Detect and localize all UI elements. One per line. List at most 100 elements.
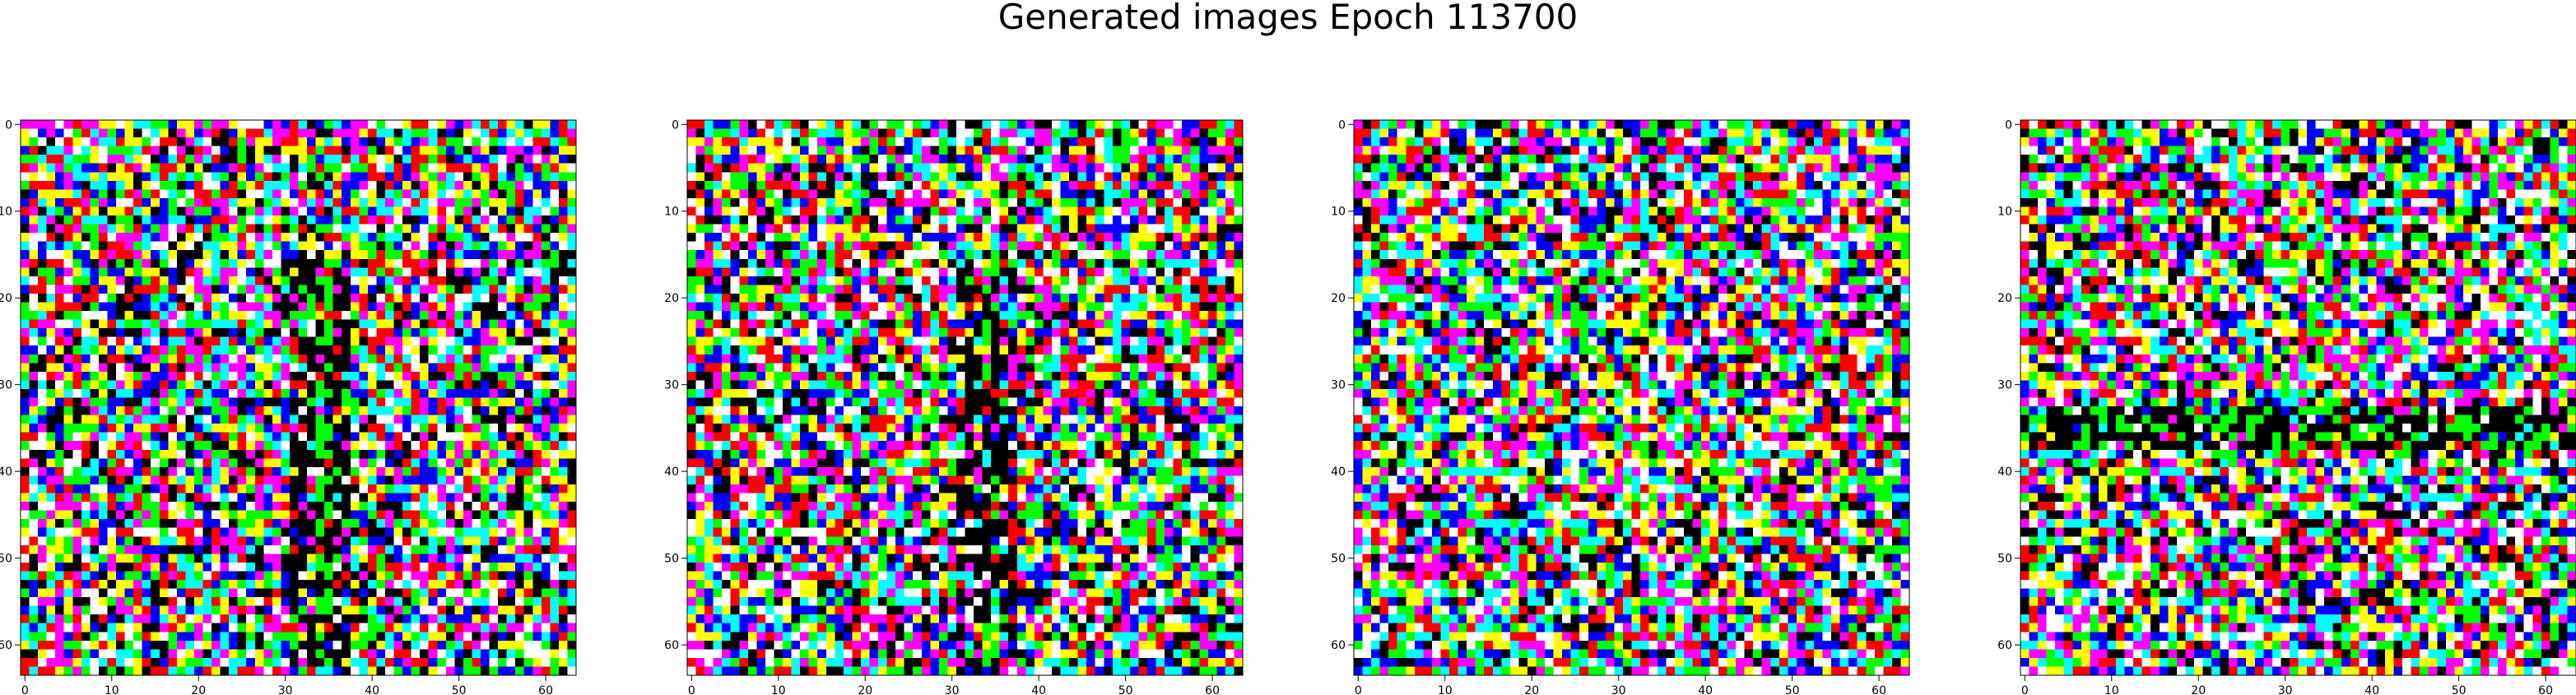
pixel-cell xyxy=(411,588,421,598)
pixel-cell xyxy=(913,197,923,207)
pixel-cell xyxy=(272,163,281,173)
pixel-cell xyxy=(567,475,577,485)
pixel-cell xyxy=(237,649,247,659)
pixel-cell xyxy=(445,354,455,364)
pixel-cell xyxy=(350,657,360,667)
pixel-cell xyxy=(212,197,221,207)
pixel-cell xyxy=(315,155,325,164)
pixel-cell xyxy=(420,388,430,398)
pixel-cell xyxy=(445,336,455,346)
pixel-cell xyxy=(63,388,73,398)
pixel-cell xyxy=(376,293,386,303)
pixel-cell xyxy=(428,449,438,459)
pixel-cell xyxy=(567,146,577,155)
pixel-cell xyxy=(307,354,316,364)
pixel-cell xyxy=(558,527,568,537)
pixel-cell xyxy=(272,345,281,355)
pixel-cell xyxy=(246,345,256,355)
pixel-cell xyxy=(791,180,801,190)
pixel-cell xyxy=(489,649,499,659)
pixel-cell xyxy=(454,197,464,207)
pixel-cell xyxy=(332,554,342,563)
pixel-cell xyxy=(393,588,403,598)
pixel-cell xyxy=(90,562,100,572)
pixel-cell xyxy=(817,197,827,207)
pixel-cell xyxy=(98,657,108,667)
pixel-cell xyxy=(817,233,827,243)
pixel-cell xyxy=(90,502,100,512)
pixel-cell xyxy=(1051,120,1061,129)
pixel-cell xyxy=(437,657,447,667)
pixel-cell xyxy=(974,189,983,199)
pixel-cell xyxy=(107,233,117,243)
pixel-cell xyxy=(72,345,82,355)
pixel-cell xyxy=(376,380,386,390)
pixel-cell xyxy=(254,336,264,346)
pixel-cell xyxy=(220,285,230,294)
pixel-cell xyxy=(1138,180,1148,190)
pixel-cell xyxy=(463,632,472,642)
pixel-cell xyxy=(558,197,568,207)
pixel-cell xyxy=(90,458,100,468)
pixel-cell xyxy=(506,345,516,355)
pixel-cell xyxy=(1182,137,1192,147)
pixel-cell xyxy=(212,571,221,581)
pixel-cell xyxy=(315,233,325,243)
pixel-cell xyxy=(567,554,577,563)
pixel-cell xyxy=(550,128,560,138)
pixel-cell xyxy=(420,224,430,234)
pixel-cell xyxy=(1190,197,1200,207)
pixel-cell xyxy=(480,250,490,260)
pixel-cell xyxy=(254,554,264,563)
pixel-cell xyxy=(21,180,30,190)
pixel-cell xyxy=(713,180,723,190)
pixel-cell xyxy=(324,180,334,190)
pixel-cell xyxy=(63,519,73,529)
pixel-cell xyxy=(289,120,299,129)
pixel-cell xyxy=(307,397,316,407)
pixel-cell xyxy=(185,502,195,512)
pixel-cell xyxy=(350,415,360,424)
pixel-cell xyxy=(428,554,438,563)
pixel-cell xyxy=(428,146,438,155)
pixel-cell xyxy=(1173,224,1183,234)
pixel-cell xyxy=(376,554,386,563)
pixel-cell xyxy=(472,137,481,147)
pixel-cell xyxy=(886,172,896,182)
pixel-cell xyxy=(176,527,186,537)
pixel-cell xyxy=(1138,163,1148,173)
pixel-cell xyxy=(523,163,533,173)
pixel-cell xyxy=(220,258,230,268)
pixel-cell xyxy=(472,224,481,234)
pixel-cell xyxy=(774,120,783,129)
pixel-cell xyxy=(298,544,308,554)
pixel-cell xyxy=(982,172,992,182)
pixel-cell xyxy=(489,579,499,589)
pixel-cell xyxy=(515,588,525,598)
pixel-cell xyxy=(1182,206,1192,216)
pixel-cell xyxy=(229,510,239,520)
pixel-cell xyxy=(384,302,394,312)
pixel-cell xyxy=(367,285,377,294)
pixel-cell xyxy=(324,493,334,503)
pixel-cell xyxy=(212,137,221,147)
pixel-cell xyxy=(21,458,30,468)
pixel-cell xyxy=(350,424,360,433)
pixel-cell xyxy=(878,128,887,138)
pixel-cell xyxy=(116,571,125,581)
pixel-cell xyxy=(212,388,221,398)
pixel-cell xyxy=(159,146,169,155)
pixel-cell xyxy=(454,554,464,563)
pixel-cell xyxy=(411,441,421,451)
pixel-cell xyxy=(332,233,342,243)
pixel-cell xyxy=(783,224,792,234)
pixel-cell xyxy=(90,302,100,312)
pixel-cell xyxy=(541,554,551,563)
pixel-cell xyxy=(1025,137,1035,147)
pixel-cell xyxy=(55,206,65,216)
pixel-cell xyxy=(324,276,334,285)
pixel-cell xyxy=(480,224,490,234)
pixel-cell xyxy=(63,197,73,207)
pixel-cell xyxy=(81,484,91,493)
pixel-cell xyxy=(695,215,705,225)
